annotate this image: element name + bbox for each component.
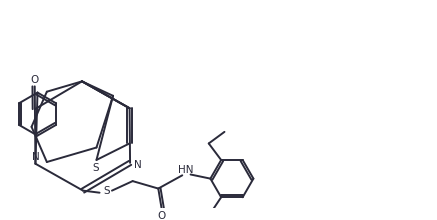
- Text: S: S: [104, 186, 110, 196]
- Text: N: N: [31, 152, 39, 162]
- Text: O: O: [31, 75, 39, 85]
- Text: N: N: [134, 160, 142, 170]
- Text: S: S: [92, 163, 99, 173]
- Text: HN: HN: [178, 165, 193, 175]
- Text: O: O: [157, 211, 166, 220]
